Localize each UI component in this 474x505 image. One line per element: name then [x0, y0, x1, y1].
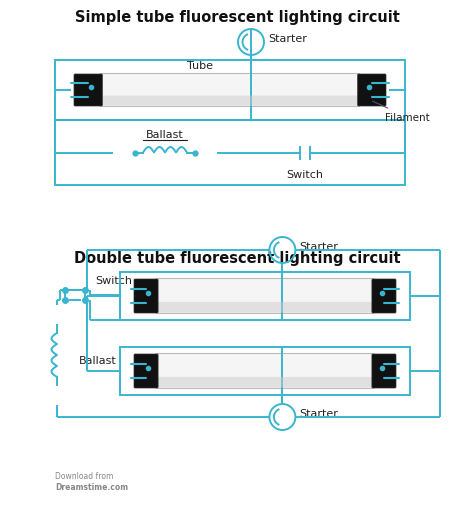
Text: Switch: Switch: [286, 169, 323, 179]
FancyBboxPatch shape: [156, 302, 374, 313]
FancyBboxPatch shape: [134, 279, 158, 314]
Text: Starter: Starter: [300, 408, 338, 418]
Text: Starter: Starter: [300, 241, 338, 251]
Text: Download from: Download from: [55, 471, 113, 480]
Text: Simple tube fluorescent lighting circuit: Simple tube fluorescent lighting circuit: [74, 10, 400, 25]
Text: Starter: Starter: [268, 34, 307, 44]
FancyBboxPatch shape: [101, 96, 359, 106]
FancyBboxPatch shape: [74, 75, 102, 107]
Text: Ballast: Ballast: [146, 129, 184, 139]
FancyBboxPatch shape: [358, 75, 386, 107]
Text: Tube: Tube: [187, 61, 213, 71]
Text: Filament: Filament: [373, 102, 430, 123]
FancyBboxPatch shape: [372, 355, 396, 388]
FancyBboxPatch shape: [156, 377, 374, 388]
Text: Double tube fluorescent lighting circuit: Double tube fluorescent lighting circuit: [73, 250, 401, 266]
Text: Dreamstime.com: Dreamstime.com: [55, 482, 128, 491]
FancyBboxPatch shape: [155, 354, 374, 389]
FancyBboxPatch shape: [155, 279, 374, 314]
Text: Ballast: Ballast: [79, 356, 117, 365]
FancyBboxPatch shape: [100, 74, 360, 107]
FancyBboxPatch shape: [372, 279, 396, 314]
FancyBboxPatch shape: [134, 355, 158, 388]
Text: Switch: Switch: [95, 275, 132, 285]
